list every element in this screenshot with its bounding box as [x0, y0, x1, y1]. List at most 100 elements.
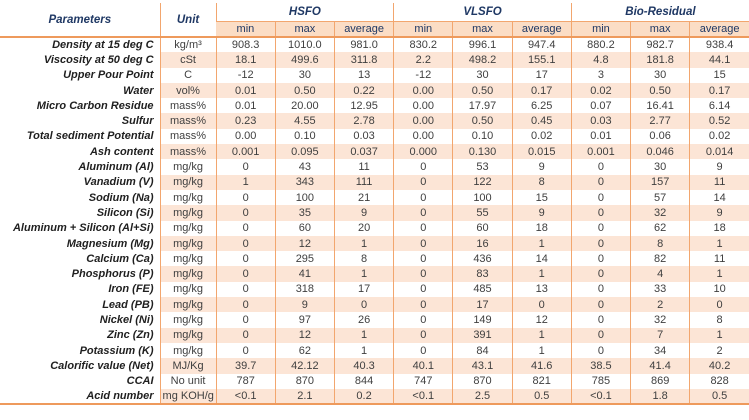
table-row: Potassium (K) mg/kg 0 62 1 0 84 1 0 34 2	[0, 342, 749, 359]
fuel-parameters-table-container: Parameters Unit HSFO VLSFO Bio-Residual …	[0, 3, 749, 405]
bio-max-cell: 982.7	[630, 37, 690, 53]
hsfo-max-cell: 12	[274, 327, 335, 343]
unit-cell: cSt	[159, 52, 217, 68]
hsfo-max-cell: 0.10	[274, 128, 335, 145]
vlsfo-average-cell: 155.1	[511, 52, 572, 68]
vlsfo-min-cell: 747	[393, 373, 453, 389]
parameter-name-cell: Zinc (Zn)	[0, 327, 161, 343]
parameter-name-cell: Viscosity at 50 deg C	[0, 52, 161, 68]
hsfo-min-cell: 0.00	[215, 128, 276, 145]
bio-max-cell: 2.77	[630, 113, 690, 129]
bio-average-cell: 0.02	[689, 128, 749, 145]
bio-max-cell: 16.41	[630, 98, 690, 114]
bio-average-cell: 9	[689, 159, 749, 175]
bio-max-cell: 0.50	[630, 82, 690, 99]
header-vlsfo-average: average	[511, 21, 572, 38]
hsfo-max-cell: 870	[274, 373, 335, 389]
table-row: CCAI No unit 787 870 844 747 870 821 785…	[0, 373, 749, 389]
bio-min-cell: 38.5	[570, 358, 631, 374]
vlsfo-min-cell: 0	[393, 235, 453, 252]
hsfo-min-cell: <0.1	[215, 388, 276, 405]
hsfo-min-cell: -12	[215, 67, 276, 83]
hsfo-max-cell: 12	[274, 235, 335, 252]
parameter-name-cell: Vanadium (V)	[0, 174, 161, 190]
bio-average-cell: 18	[689, 220, 749, 236]
vlsfo-average-cell: 0.45	[511, 113, 572, 129]
hsfo-average-cell: 844	[333, 373, 394, 389]
unit-cell: mg/kg	[159, 327, 217, 343]
bio-min-cell: 0	[570, 266, 631, 282]
hsfo-max-cell: 1010.0	[274, 37, 335, 53]
bio-max-cell: 1.8	[630, 388, 690, 405]
unit-cell: C	[159, 67, 217, 83]
unit-cell: vol%	[159, 82, 217, 99]
bio-average-cell: 44.1	[689, 52, 749, 68]
bio-average-cell: 1	[689, 235, 749, 252]
vlsfo-average-cell: 8	[511, 174, 572, 190]
vlsfo-min-cell: 0	[393, 189, 453, 206]
bio-min-cell: 0	[570, 251, 631, 267]
header-hsfo-min: min	[216, 21, 276, 38]
hsfo-min-cell: 0	[215, 312, 276, 328]
vlsfo-max-cell: 0.50	[452, 82, 513, 99]
vlsfo-average-cell: 12	[511, 312, 572, 328]
bio-average-cell: 6.14	[689, 98, 749, 114]
bio-max-cell: 7	[630, 327, 690, 343]
hsfo-average-cell: 0.22	[333, 82, 394, 99]
hsfo-average-cell: 40.3	[333, 358, 394, 374]
table-row: Nickel (Ni) mg/kg 0 97 26 0 149 12 0 32 …	[0, 312, 749, 328]
hsfo-min-cell: 0.23	[215, 113, 276, 129]
bio-max-cell: 181.8	[630, 52, 690, 68]
vlsfo-min-cell: 0.00	[393, 113, 453, 129]
bio-average-cell: 9	[689, 205, 749, 221]
bio-max-cell: 30	[630, 159, 690, 175]
table-row: Density at 15 deg C kg/m³ 908.3 1010.0 9…	[0, 37, 749, 53]
header-group-hsfo: HSFO	[215, 3, 394, 22]
table-header: Parameters Unit HSFO VLSFO Bio-Residual …	[0, 3, 749, 38]
header-sub-row: min max average min max average min max …	[0, 21, 749, 38]
parameter-name-cell: Iron (FE)	[0, 281, 161, 298]
vlsfo-average-cell: 0.5	[511, 388, 572, 405]
hsfo-max-cell: 30	[274, 67, 335, 83]
bio-average-cell: 0.17	[689, 82, 749, 99]
vlsfo-max-cell: 122	[452, 174, 513, 190]
unit-cell: mg/kg	[159, 235, 217, 252]
vlsfo-min-cell: 0	[393, 327, 453, 343]
vlsfo-max-cell: 30	[452, 67, 513, 83]
bio-average-cell: 11	[689, 251, 749, 267]
unit-cell: No unit	[159, 373, 217, 389]
bio-max-cell: 0.06	[630, 128, 690, 145]
parameter-name-cell: Sulfur	[0, 113, 161, 129]
bio-average-cell: 8	[689, 312, 749, 328]
table-row: Ash content mass% 0.001 0.095 0.037 0.00…	[0, 144, 749, 160]
unit-cell: mass%	[159, 128, 217, 145]
vlsfo-max-cell: 55	[452, 205, 513, 221]
table-row: Water vol% 0.01 0.50 0.22 0.00 0.50 0.17…	[0, 82, 749, 99]
hsfo-average-cell: 9	[333, 205, 394, 221]
parameter-name-cell: Phosphorus (P)	[0, 266, 161, 282]
vlsfo-average-cell: 0.02	[511, 128, 572, 145]
unit-cell: kg/m³	[159, 37, 217, 53]
vlsfo-min-cell: 0	[393, 220, 453, 236]
vlsfo-min-cell: 830.2	[393, 37, 453, 53]
vlsfo-average-cell: 17	[511, 67, 572, 83]
header-bio-average: average	[689, 21, 749, 38]
bio-average-cell: 1	[689, 327, 749, 343]
hsfo-average-cell: 0	[333, 297, 394, 313]
bio-average-cell: 938.4	[689, 37, 749, 53]
bio-average-cell: 10	[689, 281, 749, 298]
bio-min-cell: 785	[570, 373, 631, 389]
hsfo-min-cell: 0	[215, 342, 276, 359]
bio-min-cell: 0	[570, 235, 631, 252]
header-unit: Unit	[159, 3, 217, 38]
parameter-name-cell: Aluminum (Al)	[0, 159, 161, 175]
unit-cell: mg/kg	[159, 266, 217, 282]
hsfo-average-cell: 1	[333, 327, 394, 343]
vlsfo-average-cell: 6.25	[511, 98, 572, 114]
bio-min-cell: 0	[570, 174, 631, 190]
vlsfo-average-cell: 0	[511, 297, 572, 313]
bio-min-cell: 0.07	[570, 98, 631, 114]
vlsfo-min-cell: 0.00	[393, 82, 453, 99]
table-row: Calorific value (Net) MJ/Kg 39.7 42.12 4…	[0, 358, 749, 374]
hsfo-max-cell: 9	[274, 297, 335, 313]
